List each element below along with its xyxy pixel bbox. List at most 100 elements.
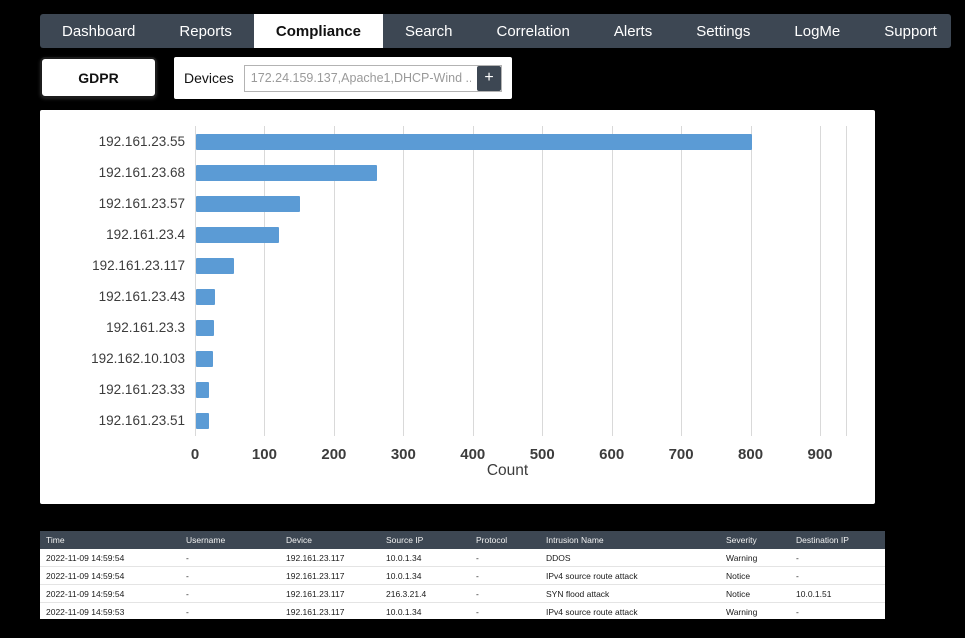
nav-item-correlation[interactable]: Correlation (496, 22, 570, 40)
devices-panel: Devices + (174, 57, 512, 99)
x-tick-label: 200 (321, 446, 347, 463)
bar-192.161.23.117[interactable] (196, 257, 235, 274)
nav-item-settings[interactable]: Settings (696, 22, 751, 40)
gridline (403, 126, 405, 436)
table-cell: 2022-11-09 14:59:54 (40, 549, 180, 567)
table-cell: 216.3.21.4 (380, 584, 470, 603)
table-cell: - (470, 602, 540, 619)
bar-192.161.23.68[interactable] (196, 164, 377, 181)
table-cell: - (470, 549, 540, 567)
column-header: Intrusion Name (540, 531, 720, 549)
table-cell: Warning (720, 549, 790, 567)
table-cell: 192.161.23.117 (280, 566, 380, 585)
table-cell: IPv4 source route attack (540, 566, 720, 585)
table-cell: 10.0.1.34 (380, 549, 470, 567)
nav-item-logme[interactable]: LogMe (794, 22, 841, 40)
table-cell: - (180, 602, 280, 619)
column-header: Time (40, 531, 180, 549)
y-category-label: 192.161.23.33 (98, 381, 185, 397)
devices-input[interactable] (244, 65, 477, 91)
nav-item-dashboard[interactable]: Dashboard (62, 22, 136, 40)
gridline (820, 126, 821, 436)
y-category-label: 192.161.23.55 (98, 133, 185, 149)
table-cell: Notice (720, 584, 790, 603)
plot-right-edge (846, 126, 847, 436)
nav-item-support[interactable]: Support (884, 22, 937, 40)
y-category-label: 192.161.23.43 (98, 288, 185, 304)
x-tick-label: 100 (251, 446, 277, 463)
bar-192.161.23.4[interactable] (196, 226, 280, 243)
y-category-label: 192.161.23.57 (98, 195, 185, 211)
table-cell: 192.161.23.117 (280, 584, 380, 603)
table-row[interactable]: 2022-11-09 14:59:53-192.161.23.117 10.0.1… (40, 602, 885, 619)
top-navigation: Dashboard Reports Compliance Search Correlat… (40, 14, 951, 48)
table-cell: - (180, 566, 280, 585)
gridline (681, 126, 683, 436)
nav-item-reports[interactable]: Reports (179, 22, 232, 40)
gridline (333, 126, 335, 436)
table-cell: 192.161.23.117 (280, 549, 380, 567)
x-tick-label: 800 (738, 446, 764, 463)
table-row[interactable]: 2022-11-09 14:59:54-192.161.23.117 10.0.1… (40, 549, 885, 567)
chart-panel: 0 100 200 300 400 500 600 700 800 900 192.161.23.5… (40, 110, 875, 504)
table-cell: - (790, 566, 885, 585)
y-category-label: 192.161.23.117 (92, 257, 185, 273)
gridline (611, 126, 613, 436)
table-cell: IPv4 source route attack (540, 602, 720, 619)
y-category-label: 192.162.10.103 (91, 350, 185, 366)
table-row[interactable]: 2022-11-09 14:59:54 - 192.161.23.117 216.3.… (40, 584, 885, 603)
column-header: Source IP (380, 531, 470, 549)
gdpr-button[interactable]: GDPR (40, 57, 157, 98)
bar-192.161.23.33[interactable] (196, 381, 209, 398)
x-tick-label: 900 (807, 446, 833, 463)
gridline (195, 126, 196, 436)
add-device-button[interactable]: + (477, 65, 501, 91)
bar-chart: 0 100 200 300 400 500 600 700 800 900 192.161.23.5… (91, 126, 847, 463)
table-cell: Warning (720, 602, 790, 619)
table-cell: 10.0.1.51 (790, 584, 885, 603)
table-cell: DDOS (540, 549, 720, 567)
column-header: Destination IP (790, 531, 885, 549)
devices-input-wrap: + (243, 64, 502, 92)
gridline (542, 126, 544, 436)
table-cell: 2022-11-09 14:59:54 (40, 584, 180, 603)
table-cell: - (470, 566, 540, 585)
nav-item-alerts[interactable]: Alerts (613, 22, 653, 40)
table-cell: 10.0.1.34 (380, 566, 470, 585)
x-tick-label: 500 (529, 446, 555, 463)
x-tick-label: 300 (390, 446, 416, 463)
x-tick-label: 600 (599, 446, 625, 463)
events-table-panel: Time Username Device Source IP Protocol Intru… (40, 531, 885, 619)
nav-item-search[interactable]: Search (404, 22, 453, 40)
column-header: Username (180, 531, 280, 549)
bar-192.161.23.51[interactable] (196, 412, 209, 429)
bar-192.161.23.43[interactable] (196, 288, 215, 305)
y-category-label: 192.161.23.4 (106, 226, 185, 242)
table-cell: Notice (720, 566, 790, 585)
table-cell: 192.161.23.117 (280, 602, 380, 619)
y-category-label: 192.161.23.68 (98, 164, 185, 180)
nav-item-compliance[interactable]: Compliance (253, 14, 383, 48)
table-cell: - (180, 549, 280, 567)
table-cell: 10.0.1.34 (380, 602, 470, 619)
events-table: Time Username Device Source IP Protocol Intru… (40, 531, 885, 619)
y-category-label: 192.161.23.51 (98, 412, 185, 428)
table-cell: - (470, 584, 540, 603)
x-tick-label: 400 (460, 446, 486, 463)
column-header: Device (280, 531, 380, 549)
gridline (750, 126, 752, 436)
column-header: Protocol (470, 531, 540, 549)
x-axis-label: Count (486, 462, 529, 479)
bar-192.161.23.55[interactable] (196, 133, 752, 150)
bar-192.161.23.3[interactable] (196, 319, 215, 336)
y-category-label: 192.161.23.3 (106, 319, 185, 335)
bar-192.161.23.57[interactable] (196, 195, 301, 212)
gridline (264, 126, 266, 436)
table-cell: 2022-11-09 14:59:54 (40, 566, 180, 585)
bar-192.162.10.103[interactable] (196, 350, 214, 367)
column-header: Severity (720, 531, 790, 549)
devices-label: Devices (184, 70, 234, 86)
x-tick-label: 0 (190, 446, 200, 463)
table-row[interactable]: 2022-11-09 14:59:54-192.161.23.117 10.0.1… (40, 566, 885, 585)
